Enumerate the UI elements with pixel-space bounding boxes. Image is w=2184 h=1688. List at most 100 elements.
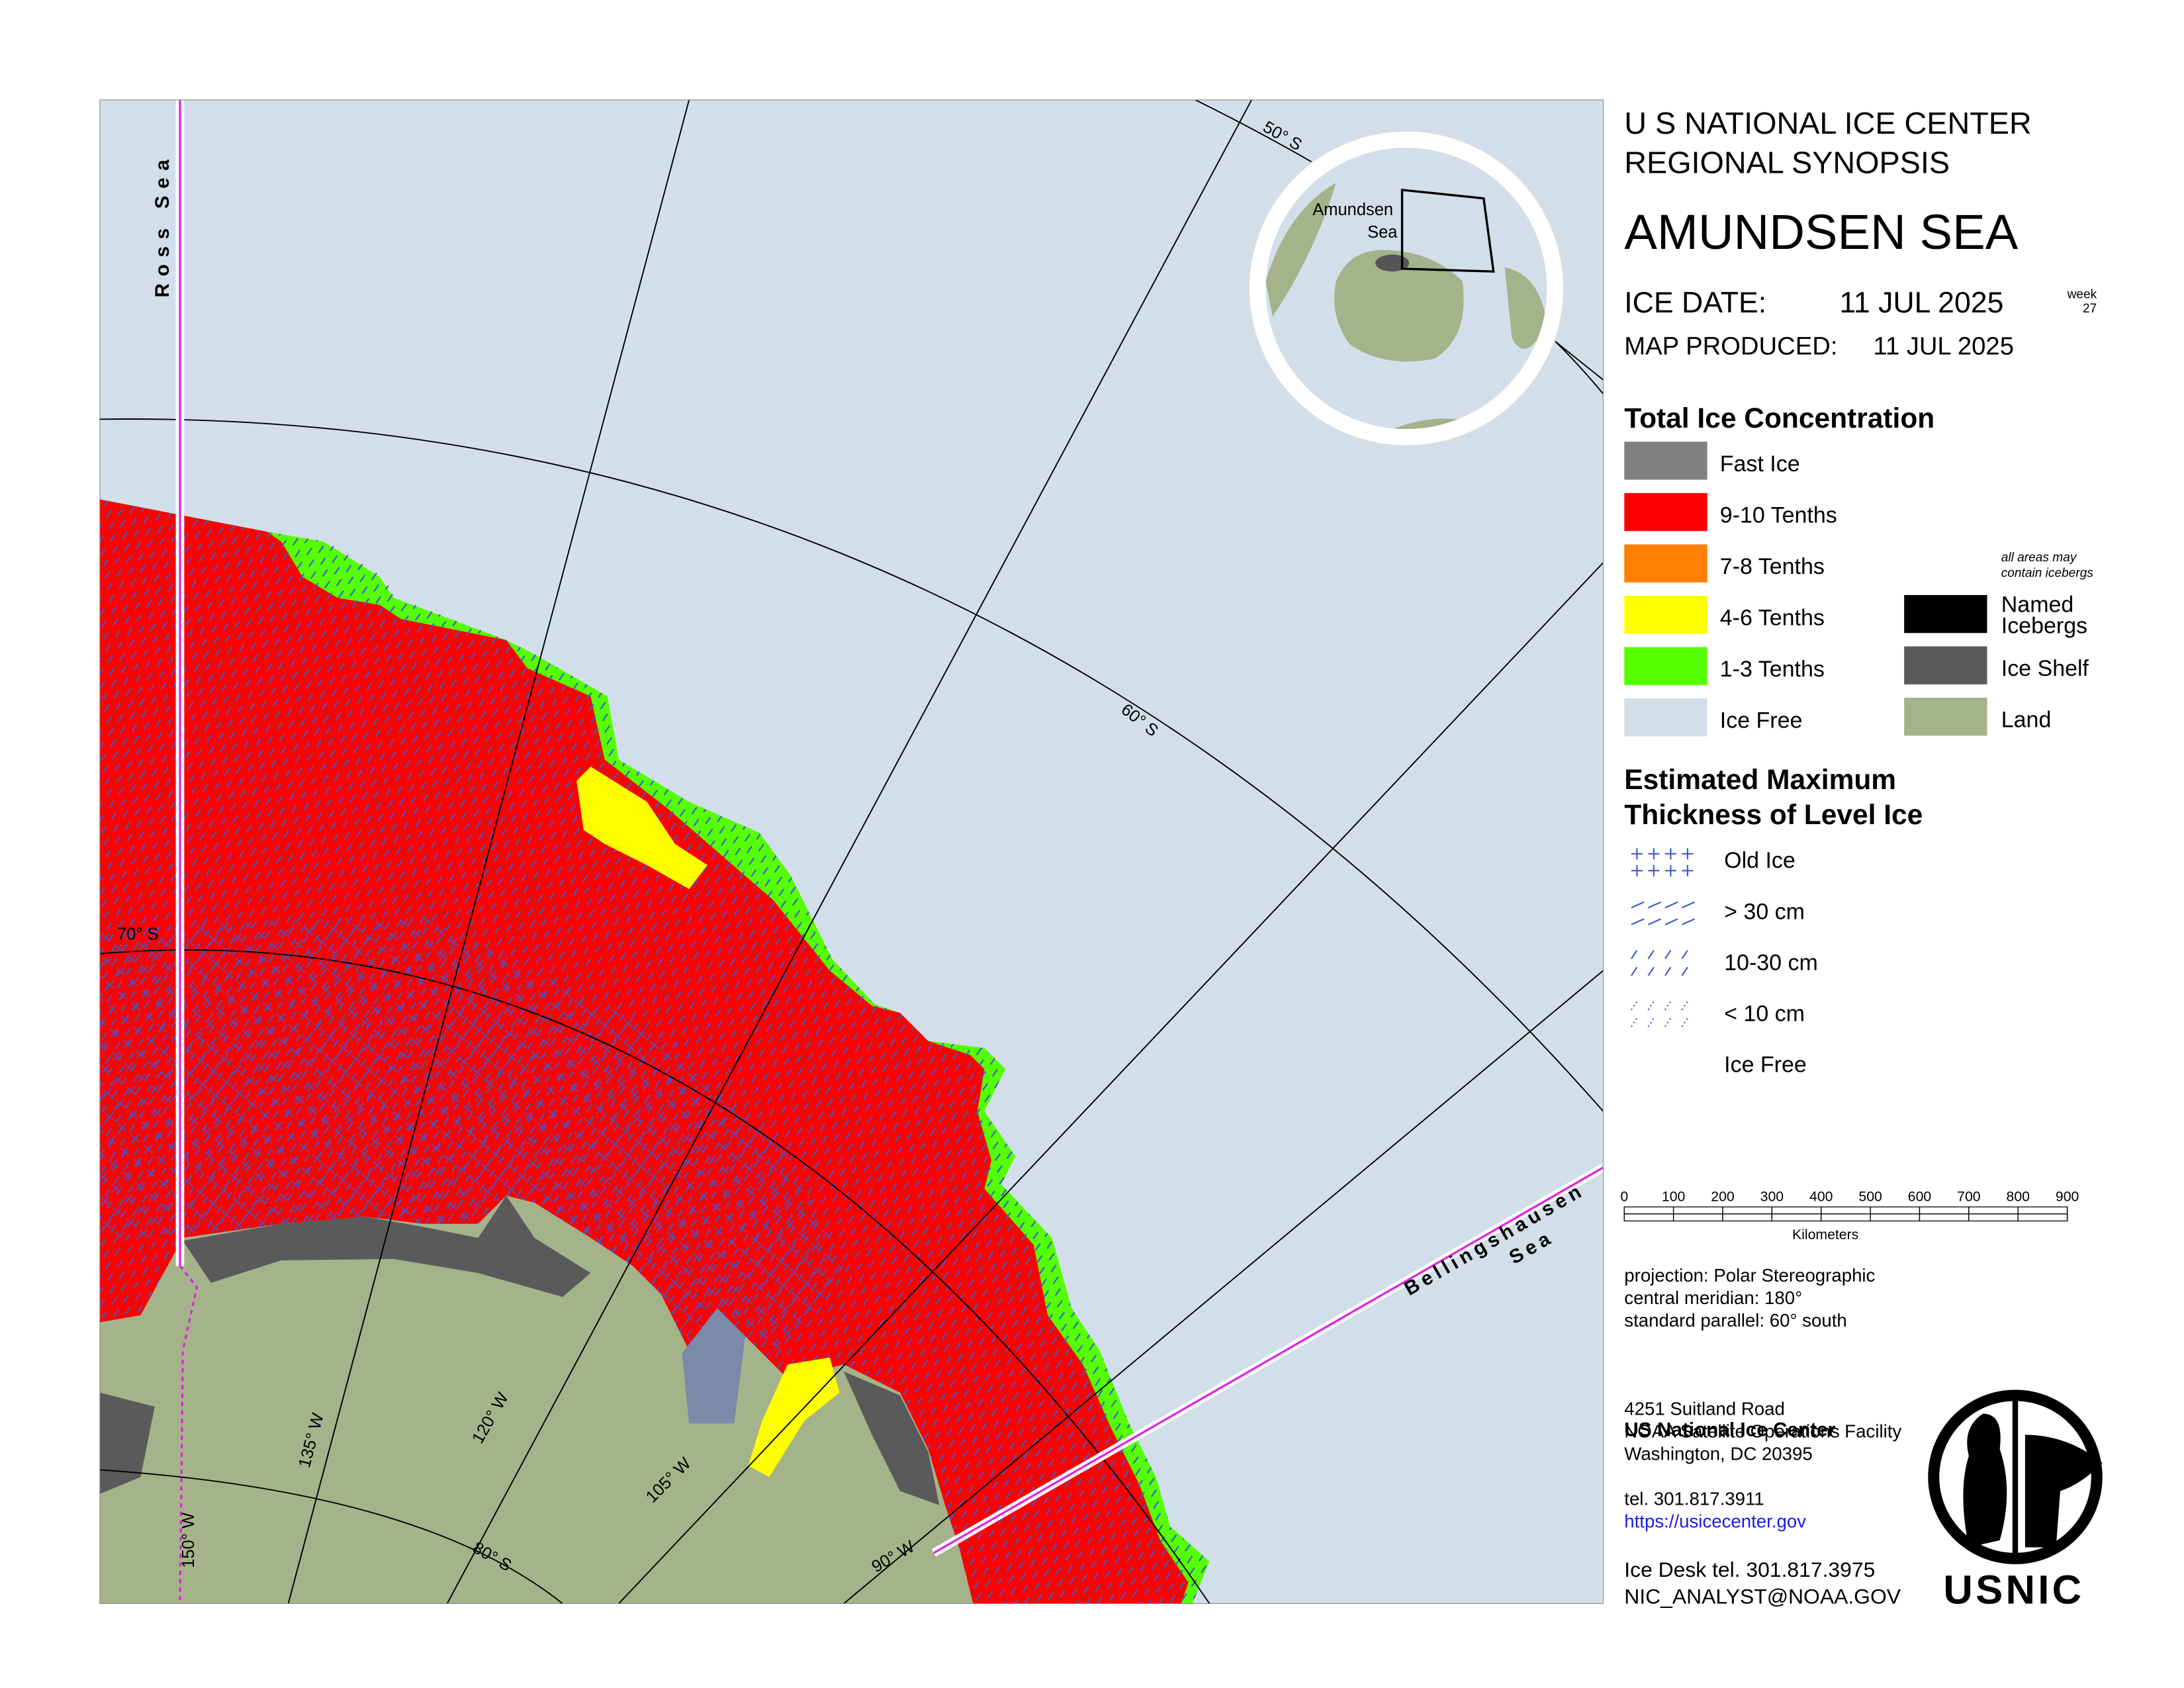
scale-segment — [2017, 1206, 2068, 1215]
scale-segment — [1821, 1213, 1871, 1222]
symbol-stroke — [1631, 966, 1638, 976]
symbol-stroke — [1664, 865, 1676, 876]
thickness-label: Old Ice — [1724, 848, 1796, 873]
legend-label: Named — [2001, 592, 2074, 617]
old-ice-patch — [682, 1308, 746, 1424]
ice-date-label: ICE DATE: — [1624, 287, 1766, 319]
thickness-symbol — [1631, 950, 1688, 976]
legend-label: 4-6 Tenths — [1720, 606, 1825, 631]
projection: projection: Polar Stereographic — [1624, 1265, 1875, 1286]
legend-label: Ice Free — [1720, 708, 1803, 733]
ice-date: 11 JUL 2025 — [1839, 287, 2003, 319]
legend-label: Fast Ice — [1720, 451, 1800, 477]
scale-segment — [1722, 1206, 1773, 1215]
scale-tick-label: 0 — [1620, 1189, 1628, 1205]
scale-segment — [1919, 1213, 1970, 1222]
legend-title: Total Ice Concentration — [1624, 403, 1934, 434]
address: NOAA Satellite Operations Facility — [1624, 1421, 1901, 1442]
legend-label: 7-8 Tenths — [1720, 554, 1825, 579]
week-label: week — [2067, 288, 2097, 302]
agency: REGIONAL SYNOPSIS — [1624, 145, 1950, 179]
scale-segment — [2017, 1213, 2068, 1222]
ice-shelf — [183, 1196, 591, 1297]
symbol-stroke — [1682, 848, 1694, 860]
url[interactable]: https://usicecenter.gov — [1624, 1511, 1806, 1532]
legend-swatch — [1624, 698, 1707, 737]
region: AMUNDSEN SEA — [1624, 205, 2018, 259]
symbol-stroke — [1647, 1017, 1655, 1027]
boundary — [175, 99, 1604, 1604]
week: 27 — [2083, 302, 2097, 316]
globe-land — [1334, 250, 1464, 362]
symbol-stroke — [1664, 966, 1672, 976]
scale-tick-label: 800 — [2007, 1189, 2030, 1205]
symbol-stroke — [1681, 1017, 1688, 1027]
ice-4-6 — [576, 767, 707, 889]
symbol-stroke — [1631, 950, 1638, 959]
scale-tick-label: 200 — [1711, 1189, 1734, 1205]
info-panel: U S NATIONAL ICE CENTER REGIONAL SYNOPSI… — [1620, 106, 2103, 1613]
legend-label: Ice Shelf — [2001, 656, 2089, 681]
thickness-label: > 30 cm — [1724, 899, 1805, 924]
legend-swatch — [1624, 442, 1707, 480]
symbol-stroke — [1647, 1001, 1655, 1011]
legend-note: all areas may — [2001, 551, 2077, 565]
legend-swatch — [1624, 544, 1707, 583]
legend-swatch — [1624, 647, 1707, 685]
sea-label: Ross Sea — [152, 153, 173, 298]
contact-name: US National Ice Center — [1624, 1419, 1835, 1441]
logo-penguin — [1963, 1413, 2007, 1548]
inset-box — [1400, 189, 1495, 273]
produced-date: 11 JUL 2025 — [1873, 332, 2014, 361]
scale-segment — [1673, 1213, 1723, 1222]
legend-swatch — [1624, 595, 1707, 634]
logo-text: USNIC — [1943, 1567, 2084, 1613]
symbol-stroke — [1682, 865, 1694, 876]
symbol-stroke — [1681, 918, 1695, 925]
ice-desk: Ice Desk tel. 301.817.3975 — [1624, 1558, 1875, 1581]
projection: central meridian: 180° — [1624, 1288, 1802, 1308]
scale-segment — [1968, 1206, 2019, 1215]
scale-segment — [1771, 1206, 1822, 1215]
scale-tick-label: 300 — [1760, 1189, 1784, 1205]
address: Washington, DC 20395 — [1624, 1444, 1812, 1464]
symbol-stroke — [1647, 966, 1655, 976]
legend-label: 1-3 Tenths — [1720, 657, 1825, 682]
thickness-label: < 10 cm — [1724, 1002, 1805, 1027]
tel: tel. 301.817.3911 — [1624, 1489, 1764, 1509]
scale-segment — [1771, 1213, 1822, 1222]
thickness-symbol — [1631, 848, 1694, 876]
symbol-stroke — [1631, 1017, 1638, 1027]
globe-land — [1504, 267, 1547, 350]
legend-swatch — [1904, 698, 1987, 736]
symbol-stroke — [1647, 901, 1661, 909]
map-frame — [99, 99, 1604, 1604]
scale-segment — [1919, 1206, 1970, 1215]
thickness-label: Ice Free — [1724, 1053, 1807, 1078]
ice-shelf — [99, 1392, 155, 1494]
symbol-stroke — [1647, 950, 1655, 959]
thickness-label: 10-30 cm — [1724, 950, 1818, 975]
website-link[interactable]: https://usicecenter.gov — [1624, 1511, 1806, 1532]
symbol-stroke — [1664, 1017, 1672, 1027]
thickness-symbol — [1631, 1001, 1688, 1027]
legend-title: Estimated Maximum — [1624, 765, 1896, 796]
ice-4-6 — [748, 1357, 840, 1477]
scale-segment — [1821, 1206, 1871, 1215]
symbol-stroke — [1664, 950, 1672, 959]
legend-note: contain icebergs — [2001, 566, 2094, 580]
ice-shelf — [843, 1371, 940, 1505]
scale-segment — [1623, 1213, 1674, 1222]
scale-segment — [1968, 1213, 2019, 1222]
scale-tick-label: 100 — [1662, 1189, 1685, 1205]
symbol-stroke — [1631, 848, 1643, 860]
scale-unit: Kilometers — [1792, 1227, 1858, 1243]
scale-segment — [1722, 1213, 1773, 1222]
thickness-symbol — [1631, 901, 1695, 925]
graticule — [99, 99, 1604, 1604]
symbol-stroke — [1664, 848, 1676, 860]
land — [99, 1196, 974, 1604]
legend-swatch — [1904, 646, 1987, 684]
globe-land — [1265, 183, 1336, 317]
symbol-stroke — [1681, 966, 1688, 976]
